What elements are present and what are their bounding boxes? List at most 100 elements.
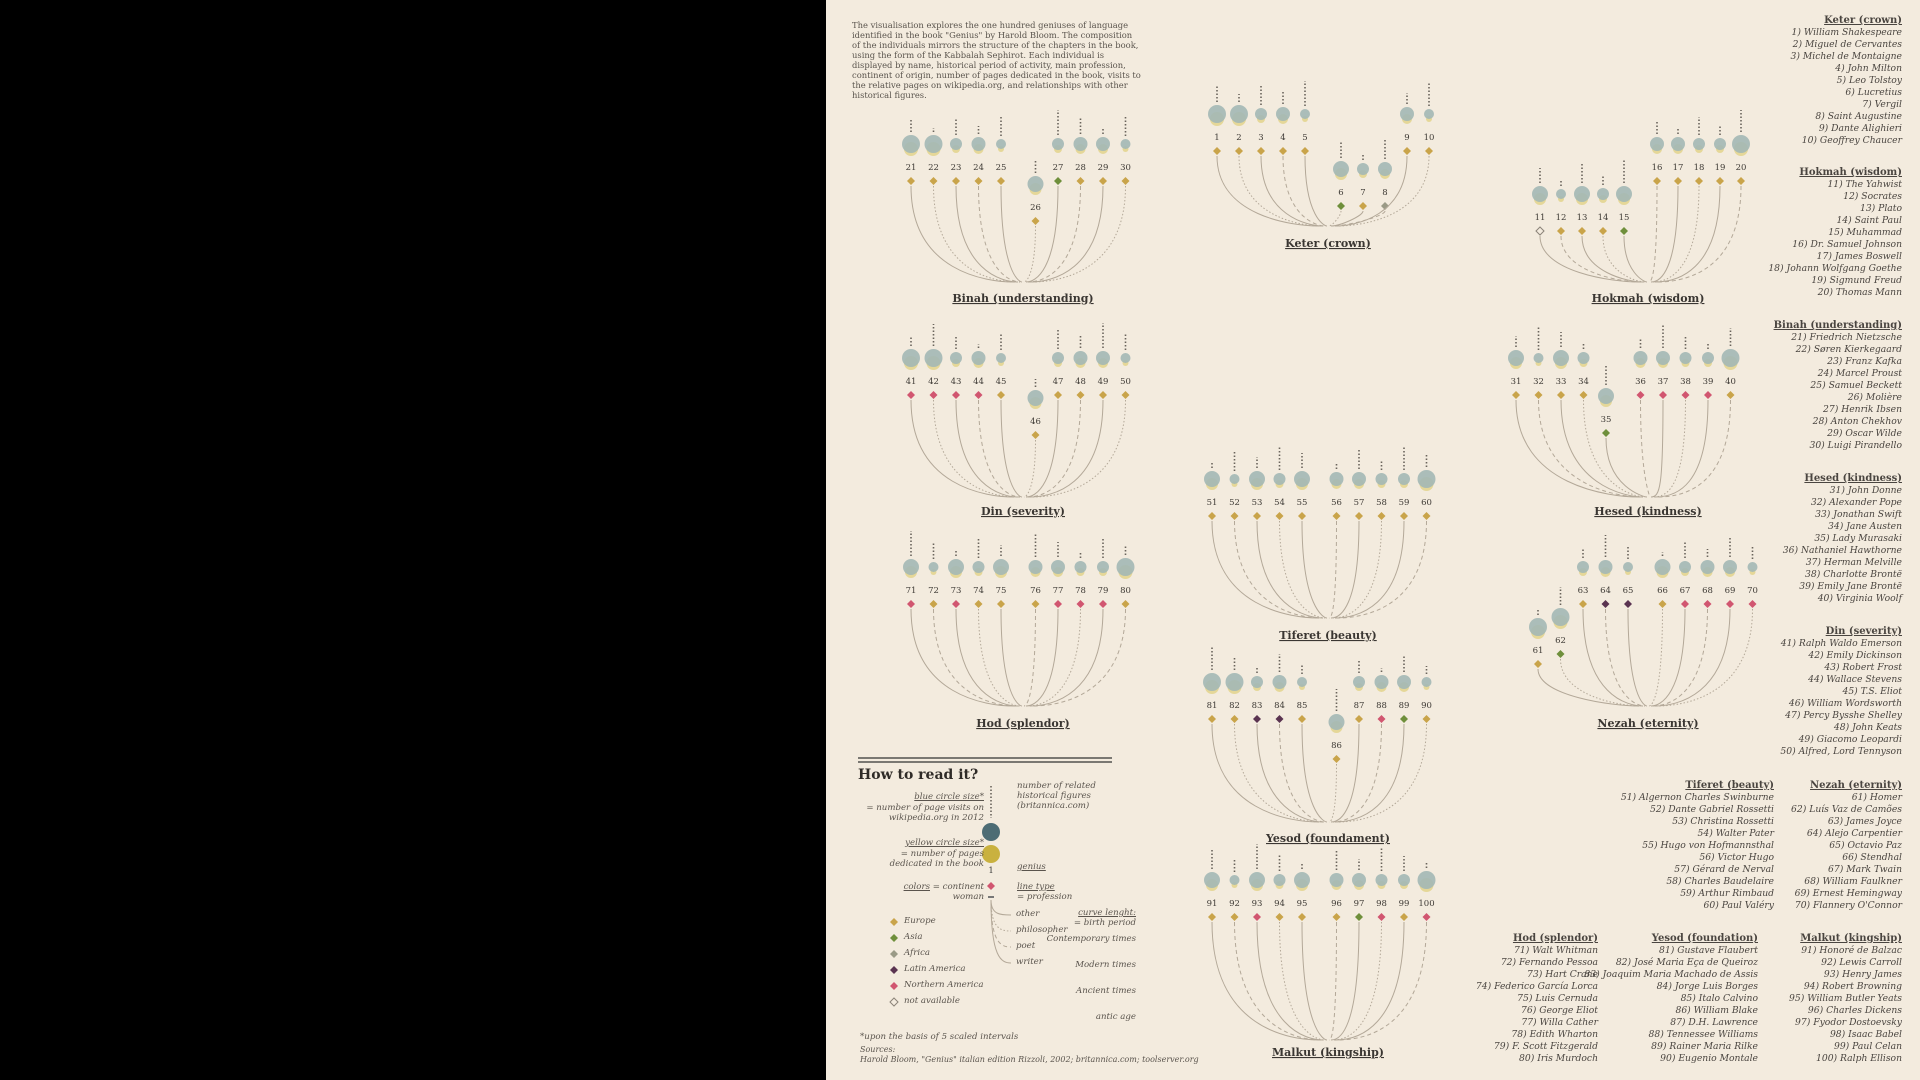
birth-period-curve: [1234, 723, 1322, 823]
continent-mark: [952, 600, 960, 608]
continent-mark: [929, 600, 938, 608]
continent-mark: [1636, 391, 1645, 399]
list-3: Binah (understanding) 21) Friedrich Nietz…: [1774, 319, 1902, 452]
blue-circle: [902, 135, 920, 153]
sephira-title: Din (severity): [981, 505, 1065, 518]
legend-genius: genius: [1017, 862, 1046, 872]
legend-curve-desc: = birth period: [1073, 918, 1136, 928]
list-item: 24) Marcel Proust: [1817, 368, 1902, 379]
genius-number: 64: [1600, 586, 1611, 596]
blue-circle: [1721, 349, 1740, 367]
birth-period-curve: [1640, 399, 1650, 498]
continent-mark: [1422, 913, 1431, 921]
birth-period-curve: [1605, 437, 1648, 498]
genius-number: 69: [1725, 586, 1736, 596]
blue-circle: [1249, 471, 1265, 487]
continent-mark: [1403, 147, 1411, 155]
sources: Sources: Harold Bloom, "Genius" italian e…: [860, 1045, 1199, 1064]
list-item: 94) Robert Browning: [1803, 981, 1902, 992]
birth-period-curve: [1332, 921, 1382, 1041]
list-item: 21) Friedrich Nietzsche: [1791, 332, 1902, 343]
continent-mark: [1332, 755, 1341, 763]
genius-number: 51: [1207, 498, 1218, 508]
list-item: 50) Alfred, Lord Tennyson: [1780, 746, 1902, 757]
list-item: 20) Thomas Mann: [1817, 287, 1902, 298]
sephira-8: 71 72 73 74 75 76 77 78 79 80 Hod (splendor): [903, 531, 1135, 730]
birth-period-curve: [910, 185, 1015, 283]
birth-period-curve: [1279, 520, 1326, 619]
blue-circle: [1230, 105, 1248, 123]
birth-period-curve: [1000, 399, 1023, 498]
blue-circle: [1417, 470, 1436, 488]
birth-period-curve: [1279, 723, 1326, 823]
birth-period-curve: [1652, 608, 1708, 707]
continent-mark: [1579, 600, 1587, 608]
birth-period-curve: [1538, 399, 1642, 498]
list-heading: Binah (understanding): [1773, 320, 1902, 331]
legend-line-sample: [990, 899, 1012, 964]
continent-mark: [1557, 227, 1565, 235]
continent-mark: [1659, 391, 1667, 399]
continent-mark: [1535, 226, 1545, 236]
genius-number: 14: [1598, 213, 1609, 223]
continent-mark: [1381, 202, 1389, 210]
sephira-title: Malkut (kingship): [1272, 1046, 1384, 1059]
sephira-2: 11 12 13 14 15 16 17 18 19 20 Hokmah (wisdom): [1532, 110, 1750, 305]
continent-mark: [1298, 715, 1306, 723]
birth-period-curve: [1328, 921, 1337, 1041]
list-item: 5) Leo Tolstoy: [1836, 75, 1902, 86]
genius-number: 19: [1715, 163, 1726, 173]
blue-circle: [902, 349, 920, 367]
birth-period-curve: [1328, 210, 1342, 227]
genius-number: 62: [1555, 636, 1566, 646]
legend-line-type: line type: [1017, 882, 1055, 892]
legend-diamond: [987, 882, 995, 890]
sephira-6: 51 52 53 54 55 56 57 58 59 60 Tiferet (beauty): [1204, 446, 1436, 642]
blue-circle: [1598, 388, 1614, 404]
list-item: 70) Flannery O'Connor: [1794, 900, 1902, 911]
continent-mark: [1658, 600, 1667, 608]
list-5: Din (severity) 41) Ralph Waldo Emerson 42)…: [1780, 625, 1902, 758]
continent-mark: [1400, 913, 1408, 921]
continent-mark: [1703, 600, 1712, 608]
birth-period-curve: [1025, 608, 1059, 707]
blue-circle: [1120, 139, 1131, 149]
sephira-title: Keter (crown): [1285, 237, 1371, 250]
list-item: 56) Victor Hugo: [1699, 852, 1774, 863]
birth-period-curve: [1336, 155, 1430, 227]
blue-circle: [1352, 873, 1366, 887]
legend-continent-diamond: [890, 918, 898, 926]
genius-number: 99: [1399, 899, 1410, 909]
list-item: 89) Rainer Maria Rilke: [1651, 1041, 1758, 1052]
blue-circle: [1028, 560, 1043, 574]
birth-period-curve: [1581, 235, 1644, 283]
sephira-title: Nezah (eternity): [1597, 717, 1698, 730]
blue-circle: [1700, 560, 1715, 574]
legend-continent-label: Europe: [904, 916, 936, 926]
continent-mark: [1213, 147, 1221, 155]
genius-number: 55: [1297, 498, 1308, 508]
continent-mark: [1298, 512, 1306, 520]
continent-mark: [1275, 913, 1284, 921]
birth-period-curve: [1301, 921, 1328, 1041]
birth-period-curve: [1211, 921, 1320, 1041]
genius-number: 54: [1274, 498, 1285, 508]
sephira-7: 61 62 63 64 65 66 67 68 69 70 Nezah (eternity): [1529, 535, 1758, 730]
birth-period-curve: [1560, 658, 1642, 707]
birth-period-curve: [1282, 155, 1326, 227]
list-item: 60) Paul Valéry: [1703, 900, 1774, 911]
birth-period-curve: [1328, 763, 1337, 823]
continent-mark: [1257, 147, 1265, 155]
genius-number: 76: [1030, 586, 1041, 596]
birth-period-curve: [1627, 608, 1648, 707]
list-item: 91) Honoré de Balzac: [1801, 945, 1902, 956]
continent-mark: [1099, 177, 1107, 185]
genius-number: 66: [1657, 586, 1668, 596]
continent-mark: [1681, 391, 1690, 399]
blue-circle: [1532, 186, 1548, 202]
sephira-10: 91 92 93 94 95 96 97 98 99 100 Malkut (kingship): [1204, 844, 1436, 1059]
genius-number: 37: [1658, 377, 1669, 387]
list-item: 51) Algernon Charles Swinburne: [1620, 792, 1774, 803]
continent-mark: [1355, 913, 1363, 921]
blue-circle: [1096, 351, 1110, 365]
